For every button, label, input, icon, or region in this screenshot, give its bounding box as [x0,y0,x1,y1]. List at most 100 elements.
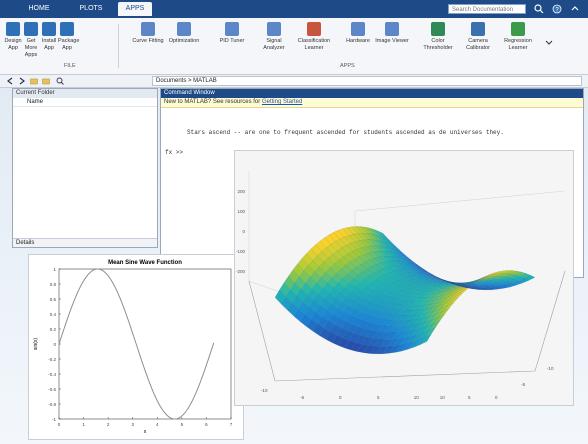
ribbon-button-9[interactable]: Hardware [340,22,376,45]
getting-started-link[interactable]: Getting Started [261,99,303,105]
get-apps-icon [24,22,38,36]
signal-analyzer-icon [267,22,281,36]
pid-tuner-icon [225,22,239,36]
x-tick-label: -5 [300,395,304,400]
ribbon-button-4[interactable]: Curve Fitting [130,22,166,45]
column-header-name[interactable]: Name [13,98,157,107]
y-tick-label: -5 [521,382,525,387]
info-bar: New to MATLAB? See resources for Getting… [161,98,583,108]
design-app-icon [6,22,20,36]
sine-figure-window[interactable]: Mean Sine Wave Function 1 0.8 0.6 0.4 0.2 0 -0.… [28,254,244,440]
group-label-file: FILE [64,63,76,69]
command-window-title: Command Window [161,89,583,98]
ribbon-button-label: Signal Analyzer [263,38,285,51]
z-tick-label: -100 [236,249,246,254]
color-thresholder-icon [431,22,445,36]
ribbon-button-10[interactable]: Image Viewer [374,22,410,45]
back-arrow-icon[interactable] [6,77,14,85]
ribbon-button-0[interactable]: Design App [4,22,22,52]
x-axis-label: x [144,429,147,435]
info-text: New to MATLAB? See resources for [164,99,262,105]
axis-box-top [354,190,566,212]
group-label-apps: APPS [340,63,355,69]
curve-fitting-icon [141,22,155,36]
search-folder-icon[interactable] [56,77,64,85]
sine-line [58,268,215,420]
x-tick-label: 2 [107,422,110,427]
y-tick-label: 0.2 [50,327,57,332]
y-tick-label: -1 [52,417,56,422]
tab-home[interactable]: HOME [28,5,50,12]
y-axis-label: sin(x) [33,338,39,351]
chart-title: Mean Sine Wave Function [108,260,182,266]
camera-calibrator-icon [471,22,485,36]
expand-gallery-icon[interactable] [544,38,554,48]
ribbon-button-5[interactable]: Optimization [166,22,202,45]
ribbon-tabbar: HOME PLOTS APPS Search Documentation ? [0,0,588,18]
ribbon-button-label: Color Thresholder [423,38,453,51]
address-bar: Documents > MATLAB [0,75,588,88]
y-tick-label: 1 [53,267,56,272]
ribbon-button-label: Image Viewer [375,38,409,44]
hardware-icon [351,22,365,36]
tab-plots[interactable]: PLOTS [79,5,103,12]
y-tick-label: 0.6 [50,297,57,302]
image-viewer-icon [385,22,399,36]
y-tick-label: 5 [468,395,471,400]
y-tick-label: 0 [53,342,56,347]
y-tick-label: -0.6 [48,387,56,392]
y-tick-label: -10 [547,366,554,371]
ribbon-button-11[interactable]: Color Thresholder [420,22,456,52]
x-tick-label: -10 [261,388,268,393]
package-app-icon [60,22,74,36]
current-folder-panel: Current Folder Name Details [12,88,158,248]
classification-icon [307,22,321,36]
search-documentation-input[interactable]: Search Documentation [448,4,526,14]
y-tick-label: 0 [495,395,498,400]
surface-patch [378,231,390,241]
current-path-field[interactable]: Documents > MATLAB [152,76,582,86]
x-tick-label: 3 [131,422,134,427]
x-tick-label: 7 [230,422,233,427]
ribbon-button-1[interactable]: Get More Apps [22,22,40,59]
surface-plot: 200 100 0 -100 -200 -10 -5 0 5 10 -10 -5 0 5 10 [236,171,566,400]
search-icon[interactable] [534,4,544,14]
ribbon-separator [118,24,119,68]
ribbon-button-label: Optimization [168,38,200,44]
current-folder-title: Current Folder [13,89,157,98]
tab-apps[interactable]: APPS [118,2,152,16]
ribbon-button-6[interactable]: PID Tuner [214,22,250,45]
ribbon-button-label: Install App [41,38,57,51]
z-tick-label: 100 [237,209,245,214]
help-icon[interactable]: ? [552,4,562,14]
axis-box-bottom [248,270,566,382]
ribbon-button-label: Regression Learner [504,38,532,51]
browse-folder-icon[interactable] [42,77,50,85]
ribbon-button-label: Get More Apps [24,38,38,58]
ribbon-toolstrip: Design App Get More Apps Install App Packag… [0,18,588,75]
z-tick-label: 0 [242,229,245,234]
up-folder-icon[interactable] [30,77,38,85]
details-bar[interactable]: Details [13,238,157,247]
regression-learner-icon [511,22,525,36]
ribbon-button-2[interactable]: Install App [40,22,58,52]
ribbon-button-12[interactable]: Camera Calibrator [460,22,496,52]
ribbon-button-3[interactable]: Package App [58,22,79,52]
surface-mesh [274,226,536,354]
x-tick-label: 0 [58,422,61,427]
collapse-ribbon-icon[interactable] [570,4,580,14]
y-tick-label: -0.8 [48,402,56,407]
ribbon-button-7[interactable]: Signal Analyzer [256,22,292,52]
ribbon-button-13[interactable]: Regression Learner [500,22,536,52]
z-tick-label: -200 [236,269,246,274]
x-tick-label: 5 [181,422,184,427]
command-prompt[interactable]: fx >> [165,149,184,156]
surface-figure-window[interactable]: 200 100 0 -100 -200 -10 -5 0 5 10 -10 -5 0 5 10 [234,150,574,406]
x-tick-label: 10 [414,395,420,400]
ribbon-button-8[interactable]: Classification Learner [296,22,332,52]
ribbon-button-label: PID Tuner [219,38,245,44]
forward-arrow-icon[interactable] [18,77,26,85]
y-tick-label: 0.4 [50,312,57,317]
y-tick-label: 10 [440,395,446,400]
plot-area [58,268,232,420]
